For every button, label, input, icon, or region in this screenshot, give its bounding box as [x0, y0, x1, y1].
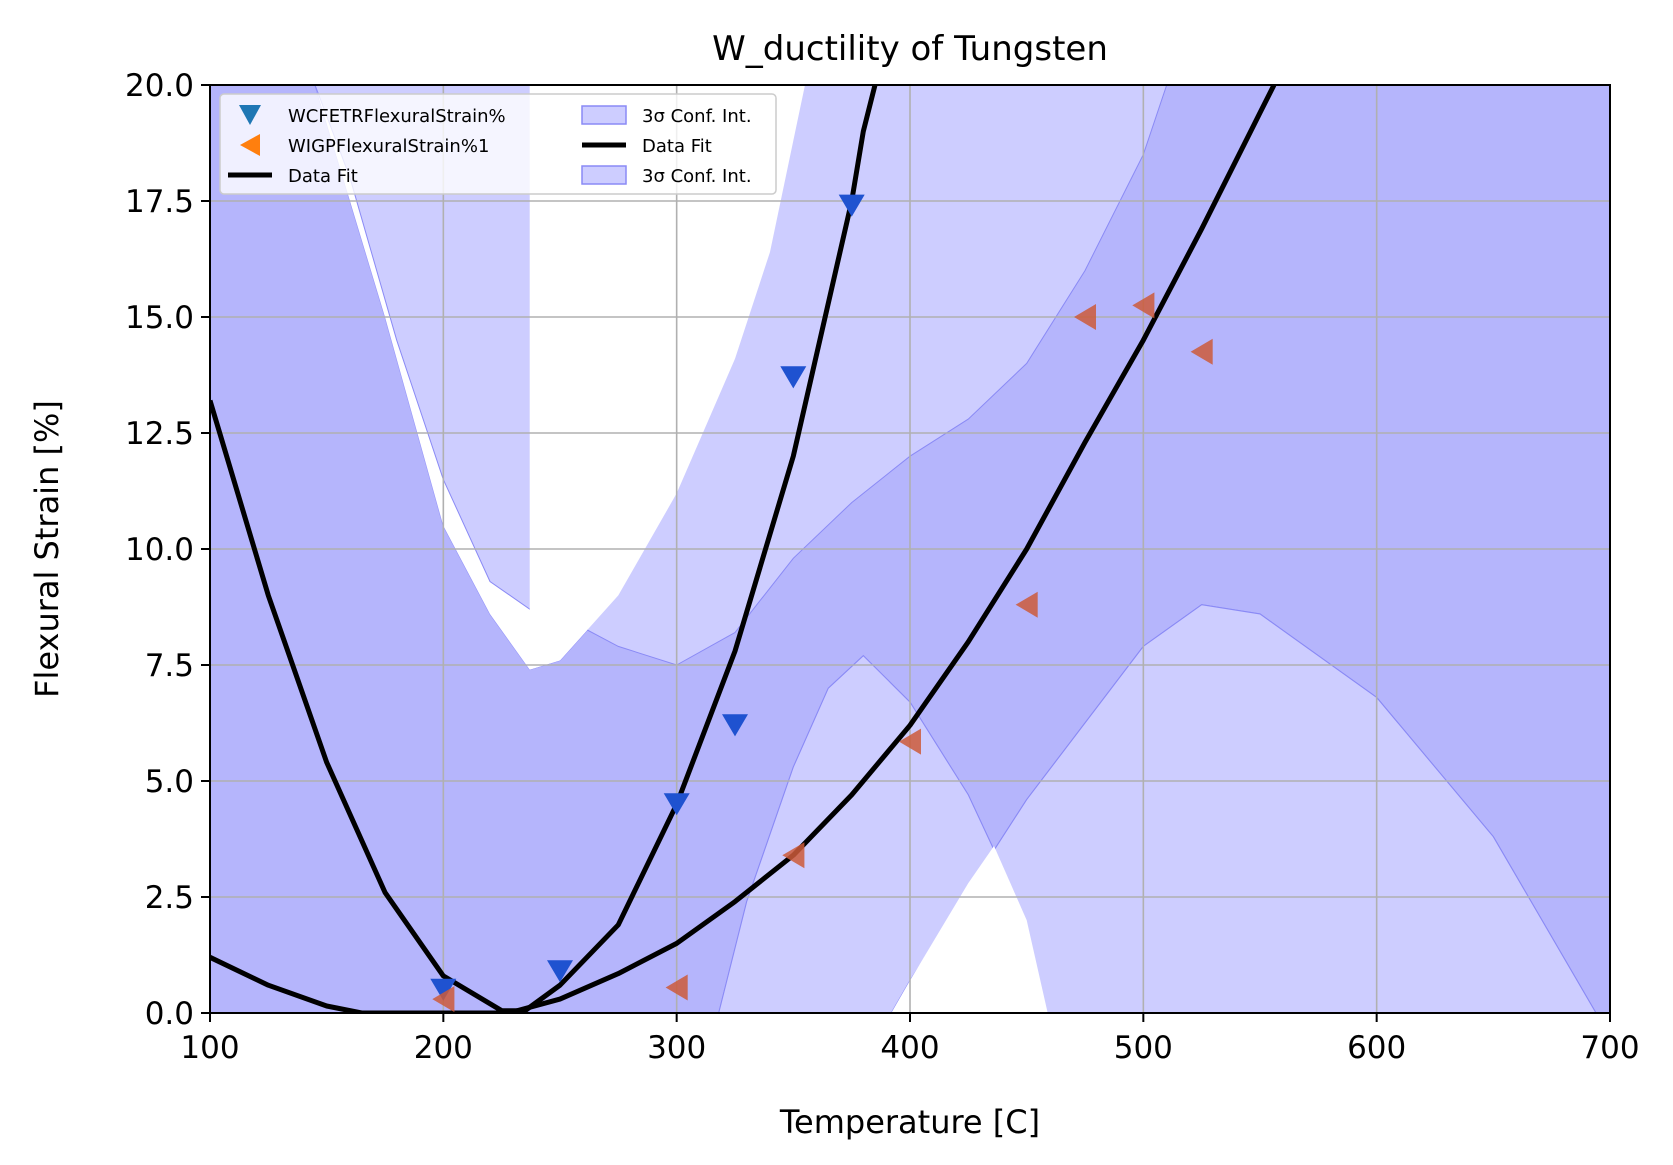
point-wcfetr-0 — [430, 978, 457, 1001]
point-wigp-1 — [665, 974, 688, 1001]
y-tick-label-3: 7.5 — [145, 648, 194, 684]
legend-patch-band-1 — [581, 105, 627, 125]
x-tick-label-3: 400 — [880, 1030, 939, 1066]
point-wcfetr-5 — [838, 194, 865, 217]
plot-area — [210, 85, 1610, 1013]
band-lower-gap — [891, 846, 1048, 1013]
point-wcfetr-3 — [722, 714, 748, 737]
x-tick-label-5: 600 — [1347, 1030, 1406, 1066]
legend-label-c2-0: 3σ Conf. Int. — [642, 106, 752, 127]
point-wigp-5 — [1074, 304, 1096, 330]
legend: WCFETRFlexuralStrain% WIGPFlexuralStrain%… — [219, 93, 777, 195]
data-points — [430, 194, 1213, 1013]
point-wigp-7 — [1190, 338, 1213, 365]
x-axis-ticks: 100 200 300 400 500 600 700 — [180, 1013, 1640, 1066]
legend-label-c2-2: 3σ Conf. Int. — [642, 166, 752, 187]
grid — [210, 85, 1610, 1013]
y-axis-ticks: 0.0 2.5 5.0 7.5 10.0 12.5 15.0 17.5 20.0 — [125, 68, 210, 1032]
fit-line-1 — [210, 85, 878, 1013]
y-tick-label-4: 10.0 — [125, 532, 194, 568]
legend-patch-band-2 — [581, 165, 627, 185]
y-tick-label-8: 20.0 — [125, 68, 194, 104]
point-wigp-0 — [432, 986, 455, 1013]
chart-title: W_ductility of Tungsten — [712, 29, 1108, 69]
y-tick-label-5: 12.5 — [125, 416, 194, 452]
x-tick-label-4: 500 — [1114, 1030, 1173, 1066]
x-tick-label-1: 200 — [414, 1030, 473, 1066]
y-tick-label-7: 17.5 — [125, 184, 194, 220]
legend-marker-wigp — [240, 134, 260, 156]
legend-box — [219, 93, 777, 195]
y-tick-label-6: 15.0 — [125, 300, 194, 336]
y-tick-label-1: 2.5 — [145, 880, 194, 916]
legend-label-c1-1: WIGPFlexuralStrain%1 — [288, 136, 489, 157]
y-axis-label: Flexural Strain [%] — [28, 400, 66, 698]
point-wcfetr-4 — [780, 366, 807, 389]
point-wigp-2 — [782, 842, 805, 869]
legend-label-c2-1: Data Fit — [642, 136, 712, 157]
x-tick-label-2: 300 — [647, 1030, 706, 1066]
y-tick-label-2: 5.0 — [145, 764, 194, 800]
band-gap-white — [529, 85, 805, 670]
point-wigp-4 — [1015, 591, 1038, 618]
legend-label-c1-0: WCFETRFlexuralStrain% — [288, 106, 506, 127]
legend-marker-wcfetr — [239, 105, 261, 125]
x-tick-label-6: 700 — [1580, 1030, 1639, 1066]
x-tick-label-0: 100 — [180, 1030, 239, 1066]
point-wcfetr-1 — [547, 960, 573, 983]
y-tick-label-0: 0.0 — [145, 996, 194, 1032]
point-wigp-3 — [899, 728, 921, 755]
point-wigp-6 — [1132, 292, 1155, 319]
x-axis-label: Temperature [C] — [779, 1103, 1040, 1141]
point-wcfetr-2 — [663, 793, 690, 816]
legend-label-c1-2: Data Fit — [288, 166, 358, 187]
